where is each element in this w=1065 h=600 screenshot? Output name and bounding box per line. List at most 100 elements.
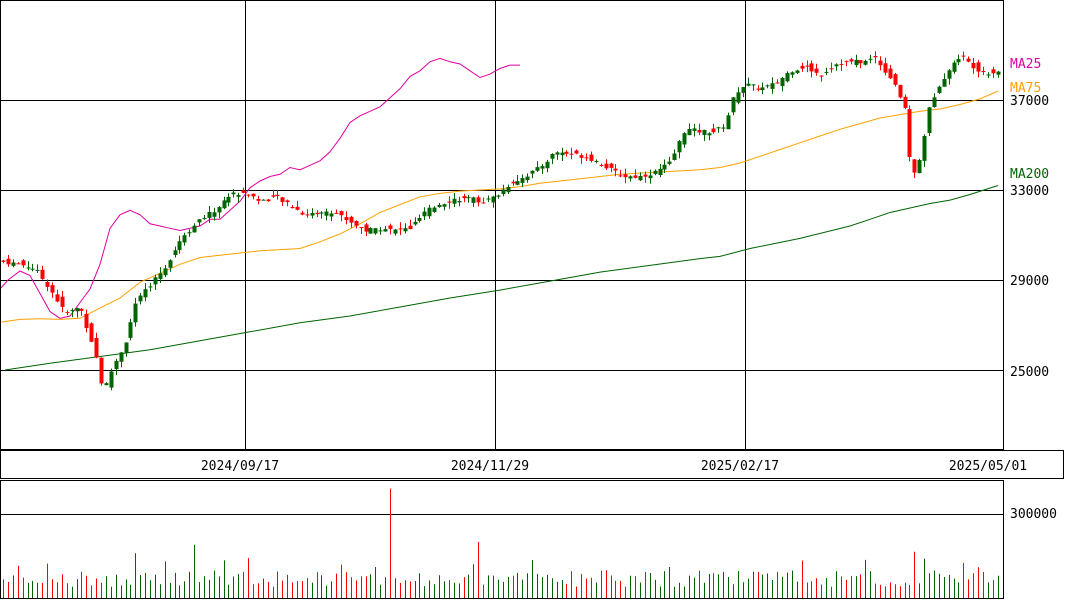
candle-body: [109, 371, 114, 388]
candle-body: [795, 70, 800, 73]
candle-body: [481, 202, 486, 204]
candle-body: [653, 170, 658, 174]
candle-body: [736, 92, 741, 103]
candle-body: [535, 167, 540, 171]
candle-body: [976, 62, 981, 72]
candle-body: [383, 229, 388, 232]
candle-body: [800, 65, 805, 69]
candle-body: [236, 195, 241, 197]
candle-body: [986, 74, 991, 76]
candle-body: [432, 207, 437, 212]
candle-body: [476, 197, 481, 203]
candle-body: [319, 212, 324, 214]
candle-body: [496, 195, 501, 197]
candle-body: [60, 296, 65, 307]
candle-body: [658, 168, 663, 175]
candle-body: [716, 127, 721, 129]
candle-body: [790, 72, 795, 75]
candle-body: [574, 150, 579, 154]
candle-body: [883, 63, 888, 73]
candle-body: [633, 175, 638, 178]
candle-body: [378, 230, 383, 232]
candle-body: [961, 55, 966, 57]
y-tick-label: 37000: [1010, 94, 1049, 109]
candle-body: [726, 115, 731, 130]
candle-body: [697, 129, 702, 133]
candle-body: [711, 128, 716, 133]
candle-body: [55, 294, 60, 302]
candle-body: [491, 196, 496, 203]
candle-body: [295, 206, 300, 210]
candle-body: [760, 87, 765, 91]
candle-body: [623, 174, 628, 178]
candle-body: [349, 216, 354, 223]
price-grid: [0, 0, 1003, 450]
candle-body: [643, 174, 648, 177]
candle-body: [560, 152, 565, 156]
candle-body: [819, 75, 824, 77]
candle-body: [153, 277, 158, 285]
candle-body: [417, 218, 422, 221]
candle-body: [545, 161, 550, 169]
candle-body: [996, 71, 1001, 75]
candle-body: [305, 214, 310, 216]
candle-body: [334, 212, 339, 214]
price-panel-frame: [0, 0, 1004, 450]
candle-body: [231, 192, 236, 195]
candle-body: [824, 71, 829, 73]
candle-body: [452, 198, 457, 204]
candle-body: [927, 107, 932, 133]
candle-body: [368, 228, 373, 234]
candle-body: [873, 56, 878, 58]
candle-body: [207, 212, 212, 218]
candle-body: [863, 60, 868, 65]
candle-body: [486, 198, 491, 200]
candle-body: [834, 64, 839, 67]
candle-body: [589, 154, 594, 161]
x-tick-label: 2025/05/01: [949, 459, 1027, 474]
candle-body: [594, 161, 599, 162]
candle-body: [212, 212, 217, 217]
candle-body: [300, 212, 305, 215]
candle-body: [937, 86, 942, 93]
candle-body: [442, 204, 447, 207]
candle-body: [285, 200, 290, 203]
candle-body: [45, 282, 50, 287]
candle-body: [888, 68, 893, 79]
candle-body: [672, 153, 677, 160]
candle-body: [702, 129, 707, 135]
candle-body: [765, 85, 770, 87]
candle-body: [398, 228, 403, 230]
candle-body: [981, 71, 986, 72]
candle-body: [393, 229, 398, 234]
candle-body: [177, 241, 182, 251]
candle-body: [839, 64, 844, 66]
candle-body: [903, 96, 908, 108]
x-tick-label: 2025/02/17: [701, 459, 779, 474]
candle-body: [638, 176, 643, 181]
candle-body: [138, 295, 143, 302]
candle-body: [133, 303, 138, 323]
candle-body: [893, 74, 898, 85]
candle-body: [917, 160, 922, 174]
ma25-label: MA25: [1010, 57, 1041, 72]
candle-body: [168, 260, 173, 268]
ma-line-ma200: [4, 185, 999, 371]
candle-body: [677, 141, 682, 153]
candle-body: [408, 225, 413, 230]
candle-body: [662, 164, 667, 170]
candle-body: [266, 199, 271, 202]
candle-body: [65, 312, 70, 314]
candle-body: [158, 273, 163, 279]
candle-body: [119, 352, 124, 362]
candle-body: [388, 225, 393, 229]
candle-body: [471, 197, 476, 203]
candle-body: [226, 196, 231, 203]
candle-body: [618, 175, 623, 177]
candle-body: [564, 151, 569, 154]
ma75-label: MA75: [1010, 81, 1041, 96]
candle-body: [143, 289, 148, 298]
candle-body: [16, 263, 21, 265]
candle-body: [805, 65, 810, 67]
candle-body: [878, 60, 883, 66]
